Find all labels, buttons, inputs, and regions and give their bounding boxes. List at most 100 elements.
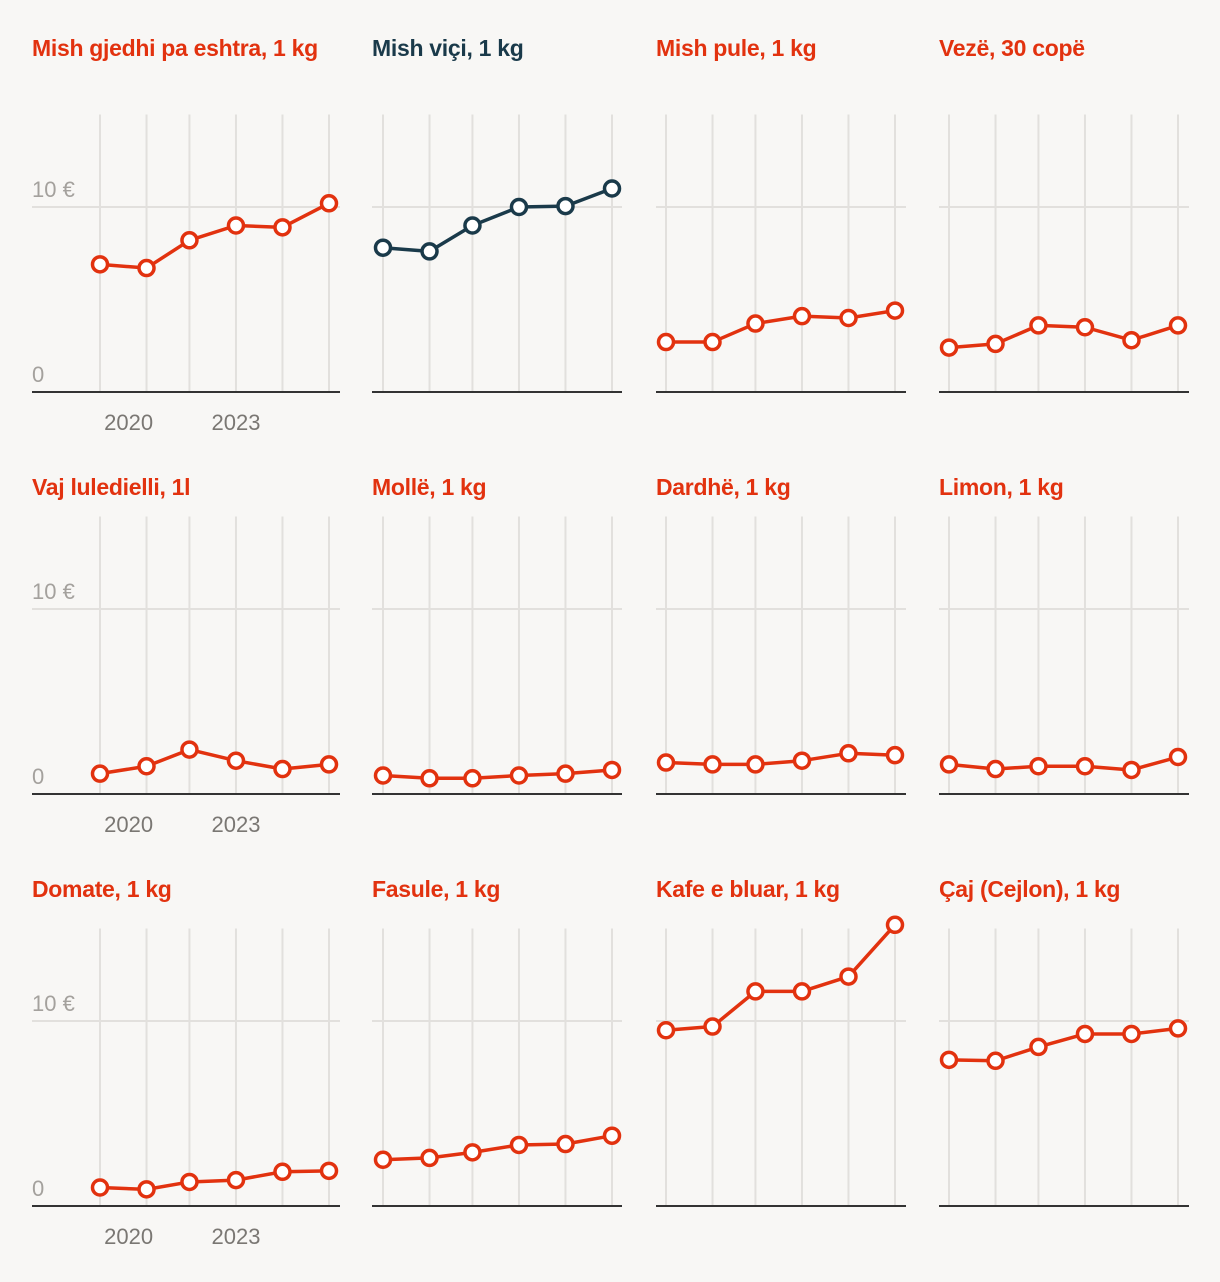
data-point xyxy=(839,967,858,986)
data-point xyxy=(1029,1037,1048,1057)
data-point xyxy=(319,194,339,213)
data-point xyxy=(420,1148,439,1168)
series-line xyxy=(666,308,896,344)
series-line xyxy=(382,768,613,781)
data-point xyxy=(319,1161,339,1181)
x-tick-label: 2020 xyxy=(104,410,153,435)
data-point xyxy=(556,196,575,216)
panel-title: Vaj luledielli, 1l xyxy=(32,474,191,500)
series-line xyxy=(382,1133,613,1162)
panel-title: Mollë, 1 kg xyxy=(372,474,487,500)
data-point xyxy=(137,1180,156,1199)
data-point xyxy=(226,216,246,235)
data-point xyxy=(746,314,765,333)
series-line xyxy=(665,751,896,767)
x-tick-label: 2020 xyxy=(104,812,153,837)
data-point xyxy=(420,242,439,261)
data-point xyxy=(90,255,110,274)
y-tick-label: 10 € xyxy=(32,991,75,1016)
data-point xyxy=(463,769,482,788)
data-point xyxy=(656,332,676,352)
data-point xyxy=(602,179,622,198)
data-point xyxy=(1075,318,1095,337)
data-point xyxy=(90,1178,110,1197)
data-point xyxy=(1029,316,1048,335)
data-point xyxy=(939,755,959,774)
data-point xyxy=(556,1134,575,1154)
data-point xyxy=(509,197,529,217)
series-line xyxy=(948,755,1179,772)
data-point xyxy=(703,332,722,352)
data-point xyxy=(703,1017,722,1036)
data-point xyxy=(373,766,393,785)
y-tick-label: 0 xyxy=(32,362,44,387)
data-point xyxy=(792,306,812,326)
data-point xyxy=(463,216,482,235)
data-point xyxy=(463,1143,482,1162)
series-line xyxy=(99,201,330,270)
data-point xyxy=(273,1162,292,1182)
x-tick-label: 2023 xyxy=(211,812,260,837)
data-point xyxy=(226,751,246,770)
data-point xyxy=(556,764,575,783)
data-point xyxy=(602,760,622,780)
data-point xyxy=(1075,757,1095,776)
data-point xyxy=(1168,1019,1188,1038)
series-line xyxy=(665,923,897,1032)
data-point xyxy=(986,759,1005,779)
panel-title: Dardhë, 1 kg xyxy=(656,474,791,500)
data-point xyxy=(373,238,393,257)
data-point xyxy=(939,338,959,357)
y-tick-label: 10 € xyxy=(32,579,75,604)
panel-title: Vezë, 30 copë xyxy=(939,35,1085,61)
panel-title: Mish gjedhi pa eshtra, 1 kg xyxy=(32,35,318,61)
data-point xyxy=(509,766,529,785)
y-tick-label: 0 xyxy=(32,764,44,789)
data-point xyxy=(1029,757,1048,776)
x-tick-label: 2023 xyxy=(211,1224,260,1249)
series-line xyxy=(382,186,613,254)
data-point xyxy=(792,751,812,770)
data-point xyxy=(1168,316,1188,335)
panel-title: Fasule, 1 kg xyxy=(372,876,501,902)
series-line xyxy=(99,747,330,776)
data-point xyxy=(180,231,199,250)
data-point xyxy=(180,1172,199,1192)
data-point xyxy=(1122,760,1141,780)
data-point xyxy=(885,745,905,765)
x-tick-label: 2020 xyxy=(104,1224,153,1249)
y-tick-label: 0 xyxy=(32,1176,44,1201)
data-point xyxy=(1168,747,1188,767)
data-point xyxy=(1122,1024,1141,1044)
panel-title: Limon, 1 kg xyxy=(939,474,1064,500)
series-line xyxy=(948,323,1179,350)
data-point xyxy=(273,218,292,237)
data-point xyxy=(602,1126,622,1145)
panel-title: Çaj (Cejlon), 1 kg xyxy=(939,876,1121,902)
data-point xyxy=(746,982,765,1001)
data-point xyxy=(792,982,812,1001)
series-line xyxy=(99,1169,330,1192)
data-point xyxy=(137,757,156,776)
data-point xyxy=(373,1150,393,1169)
data-point xyxy=(839,308,858,328)
panel-title: Kafe e bluar, 1 kg xyxy=(656,876,840,902)
data-point xyxy=(420,769,439,788)
data-point xyxy=(226,1170,246,1190)
data-point xyxy=(1075,1024,1095,1044)
data-point xyxy=(885,915,905,935)
data-point xyxy=(137,258,156,278)
data-point xyxy=(656,1021,676,1040)
data-point xyxy=(839,744,858,763)
data-point xyxy=(1122,330,1141,350)
data-point xyxy=(986,334,1005,354)
data-point xyxy=(509,1135,529,1155)
panel-title: Mish pule, 1 kg xyxy=(656,35,817,61)
series-line xyxy=(948,1026,1179,1063)
data-point xyxy=(656,753,676,772)
data-point xyxy=(273,759,292,779)
x-tick-label: 2023 xyxy=(211,410,260,435)
data-point xyxy=(703,755,722,774)
panel-title: Domate, 1 kg xyxy=(32,876,172,902)
